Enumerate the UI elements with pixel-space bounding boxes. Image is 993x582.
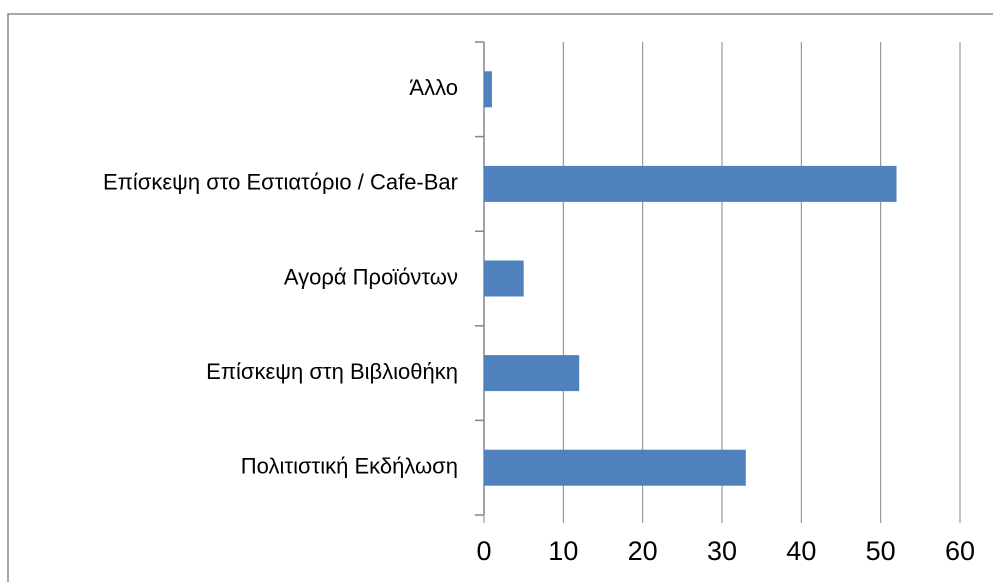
x-tick-label: 30 — [707, 536, 737, 566]
x-tick-label: 60 — [945, 536, 975, 566]
bar — [484, 355, 580, 392]
bar — [484, 71, 492, 108]
y-tick-label: Άλλο — [409, 75, 458, 100]
x-tick-label: 20 — [628, 536, 658, 566]
chart-frame — [7, 13, 993, 582]
x-tick-label: 50 — [866, 536, 896, 566]
y-tick-label: Επίσκεψη στη Βιβλιοθήκη — [206, 359, 458, 384]
bar — [484, 260, 524, 297]
y-tick-label: Επίσκεψη στο Εστιατόριο / Cafe-Bar — [103, 170, 458, 195]
bar — [484, 165, 897, 202]
x-tick-label: 0 — [476, 536, 491, 566]
y-tick-label: Πολιτιστική Εκδήλωση — [241, 454, 458, 479]
x-tick-label: 10 — [548, 536, 578, 566]
x-tick-label: 40 — [786, 536, 816, 566]
bar — [484, 449, 746, 486]
y-tick-label: Αγορά Προϊόντων — [284, 264, 458, 289]
